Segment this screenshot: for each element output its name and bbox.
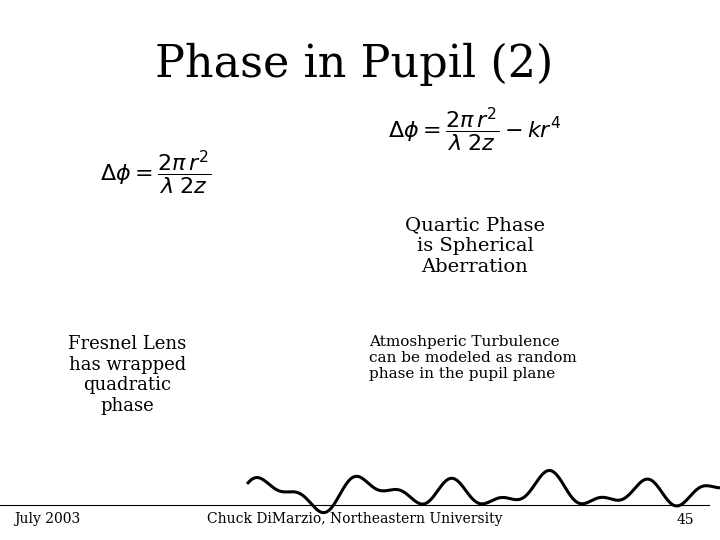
Text: July 2003: July 2003 <box>14 512 81 526</box>
Text: Phase in Pupil (2): Phase in Pupil (2) <box>156 43 554 86</box>
Text: Atmoshperic Turbulence
can be modeled as random
phase in the pupil plane: Atmoshperic Turbulence can be modeled as… <box>369 335 576 381</box>
Text: $\Delta\phi = \dfrac{2\pi\, r^2}{\lambda\; 2z}$: $\Delta\phi = \dfrac{2\pi\, r^2}{\lambda… <box>100 148 212 197</box>
Text: $\Delta\phi = \dfrac{2\pi\, r^2}{\lambda\; 2z} - kr^4$: $\Delta\phi = \dfrac{2\pi\, r^2}{\lambda… <box>388 105 562 154</box>
Text: Fresnel Lens
has wrapped
quadratic
phase: Fresnel Lens has wrapped quadratic phase <box>68 335 186 415</box>
Text: Chuck DiMarzio, Northeastern University: Chuck DiMarzio, Northeastern University <box>207 512 502 526</box>
Text: 45: 45 <box>677 512 695 526</box>
Text: Quartic Phase
is Spherical
Aberration: Quartic Phase is Spherical Aberration <box>405 216 545 275</box>
